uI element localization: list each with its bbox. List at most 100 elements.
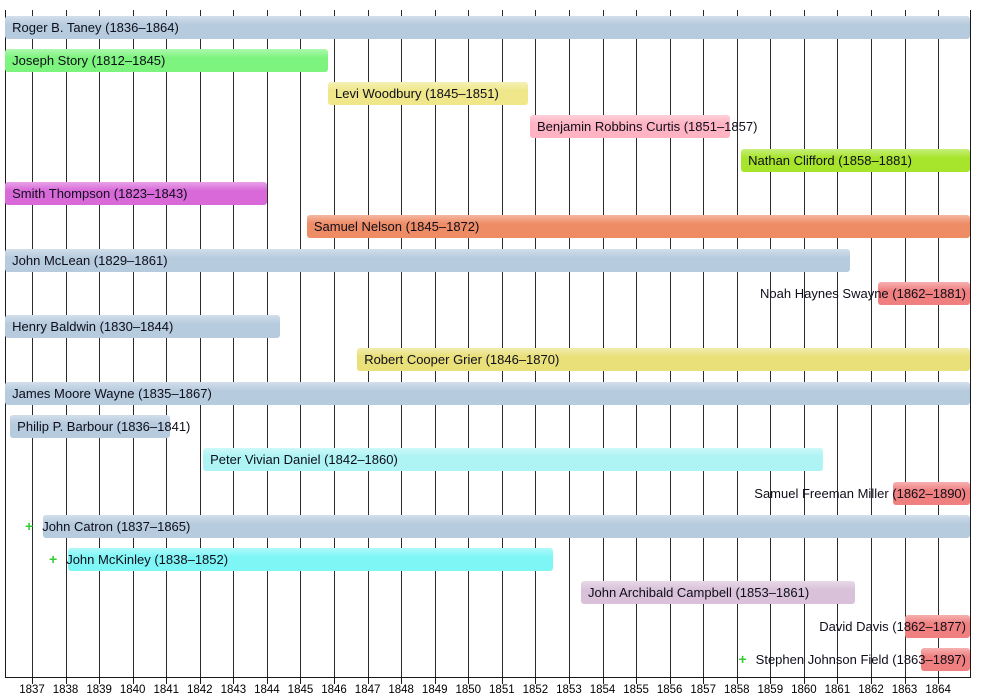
grid-line-1847 bbox=[367, 10, 369, 677]
timeline-bar-benjamin-robbins-curtis bbox=[530, 115, 731, 138]
axis-tick-1853 bbox=[568, 678, 570, 684]
bar-label-samuel-nelson: Samuel Nelson (1845–1872) bbox=[314, 215, 480, 238]
x-axis-line bbox=[5, 677, 971, 678]
timeline-bar-joseph-story bbox=[5, 49, 328, 72]
axis-year-label-1838: 1838 bbox=[52, 684, 79, 696]
justice-label-text: Joseph Story (1812–1845) bbox=[12, 53, 166, 68]
timeline-bar-peter-vivian-daniel bbox=[203, 448, 823, 471]
axis-tick-1847 bbox=[367, 678, 369, 684]
grid-line-1848 bbox=[401, 10, 403, 677]
justice-label-text: John McKinley (1838–1852) bbox=[66, 552, 229, 567]
grid-line-1853 bbox=[568, 10, 570, 677]
justice-label-text: David Davis (1862–1877) bbox=[819, 619, 966, 634]
justice-label-text: Stephen Johnson Field (1863–1897) bbox=[755, 652, 966, 667]
timeline-bar-noah-haynes-swayne bbox=[877, 282, 970, 305]
justice-label-text: John Archibald Campbell (1853–1861) bbox=[588, 585, 810, 600]
grid-line-1863 bbox=[904, 10, 906, 677]
bar-label-john-catron: + John Catron (1837–1865) bbox=[25, 515, 190, 538]
timeline-bar-samuel-nelson bbox=[306, 215, 970, 238]
bar-label-joseph-story: Joseph Story (1812–1845) bbox=[12, 49, 165, 72]
justice-label-text: Nathan Clifford (1858–1881) bbox=[748, 153, 912, 168]
axis-year-label-1837: 1837 bbox=[19, 684, 45, 696]
justice-label-text: Philip P. Barbour (1836–1841) bbox=[17, 419, 191, 434]
grid-line-1840 bbox=[132, 10, 134, 677]
axis-tick-1855 bbox=[636, 678, 638, 684]
bar-label-david-davis: David Davis (1862–1877) bbox=[819, 615, 966, 638]
grid-line-1855 bbox=[636, 10, 638, 677]
timeline-bar-henry-baldwin bbox=[5, 315, 280, 338]
justice-label-text: Smith Thompson (1823–1843) bbox=[12, 186, 188, 201]
grid-line-1864 bbox=[938, 10, 940, 677]
grid-line-1856 bbox=[669, 10, 671, 677]
timeline-bar-john-mckinley bbox=[67, 548, 554, 571]
axis-year-label-1860: 1860 bbox=[791, 684, 817, 696]
axis-tick-1844 bbox=[266, 678, 268, 684]
axis-year-label-1840: 1840 bbox=[119, 684, 146, 696]
timeline-bar-robert-cooper-grier bbox=[357, 348, 970, 371]
justice-label-text: Benjamin Robbins Curtis (1851–1857) bbox=[537, 119, 758, 134]
justice-label-text: Samuel Nelson (1845–1872) bbox=[313, 219, 480, 234]
plot-left-border bbox=[5, 10, 6, 677]
justice-label-text: Robert Cooper Grier (1846–1870) bbox=[364, 352, 560, 367]
plus-marker: + bbox=[49, 551, 58, 567]
axis-year-label-1845: 1845 bbox=[287, 684, 314, 696]
grid-line-1854 bbox=[602, 10, 604, 677]
axis-tick-1859 bbox=[770, 678, 772, 684]
grid-line-1851 bbox=[501, 10, 503, 677]
axis-tick-1850 bbox=[468, 678, 470, 684]
justice-label-text: Samuel Freeman Miller (1862–1890) bbox=[754, 486, 966, 501]
timeline-bar-james-moore-wayne bbox=[5, 382, 970, 405]
axis-tick-1860 bbox=[803, 678, 805, 684]
bar-label-john-mclean: John McLean (1829–1861) bbox=[12, 249, 167, 272]
grid-line-1852 bbox=[535, 10, 537, 677]
plot-right-border bbox=[970, 10, 971, 677]
grid-line-1846 bbox=[334, 10, 336, 677]
axis-year-label-1841: 1841 bbox=[153, 684, 180, 696]
grid-line-1858 bbox=[736, 10, 738, 677]
axis-year-label-1862: 1862 bbox=[858, 684, 884, 696]
grid-line-1862 bbox=[871, 10, 872, 677]
axis-tick-1840 bbox=[132, 678, 134, 684]
axis-year-label-1853: 1853 bbox=[556, 684, 582, 696]
timeline-bar-john-archibald-campbell bbox=[581, 581, 855, 604]
bar-label-smith-thompson: Smith Thompson (1823–1843) bbox=[12, 182, 187, 205]
timeline-bar-nathan-clifford bbox=[741, 149, 970, 172]
axis-tick-1857 bbox=[703, 678, 705, 684]
grid-line-1849 bbox=[434, 10, 436, 677]
axis-year-label-1855: 1855 bbox=[623, 684, 649, 696]
timeline-bar-levi-woodbury bbox=[327, 82, 528, 105]
grid-line-1860 bbox=[803, 10, 805, 677]
axis-year-label-1854: 1854 bbox=[589, 684, 616, 696]
justice-label-text: James Moore Wayne (1835–1867) bbox=[12, 386, 212, 401]
axis-year-label-1861: 1861 bbox=[824, 684, 851, 696]
justice-label-text: John Catron (1837–1865) bbox=[42, 519, 191, 534]
bar-label-james-moore-wayne: James Moore Wayne (1835–1867) bbox=[12, 382, 212, 405]
bar-label-levi-woodbury: Levi Woodbury (1845–1851) bbox=[335, 82, 499, 105]
axis-year-label-1848: 1848 bbox=[388, 684, 414, 696]
bar-label-benjamin-robbins-curtis: Benjamin Robbins Curtis (1851–1857) bbox=[537, 115, 757, 138]
axis-tick-1864 bbox=[938, 678, 940, 684]
grid-line-1838 bbox=[65, 10, 67, 677]
axis-tick-1862 bbox=[871, 678, 872, 684]
axis-tick-1858 bbox=[736, 678, 738, 684]
justice-label-text: Henry Baldwin (1830–1844) bbox=[12, 319, 174, 334]
axis-tick-1856 bbox=[669, 678, 671, 684]
axis-year-label-1842: 1842 bbox=[187, 684, 213, 696]
timeline-bar-smith-thompson bbox=[5, 182, 267, 205]
axis-year-label-1852: 1852 bbox=[522, 684, 549, 696]
grid-line-1861 bbox=[837, 10, 839, 677]
axis-year-label-1846: 1846 bbox=[321, 684, 347, 696]
timeline-bar-john-catron bbox=[43, 515, 970, 538]
plus-marker: + bbox=[25, 518, 34, 534]
grid-line-1857 bbox=[703, 10, 705, 677]
axis-year-label-1863: 1863 bbox=[891, 684, 918, 696]
axis-year-label-1851: 1851 bbox=[489, 684, 515, 696]
bar-label-henry-baldwin: Henry Baldwin (1830–1844) bbox=[12, 315, 173, 338]
axis-tick-1846 bbox=[334, 678, 336, 684]
bar-label-john-mckinley: + John McKinley (1838–1852) bbox=[49, 548, 228, 571]
grid-line-1843 bbox=[233, 10, 235, 677]
timeline-bar-samuel-freeman-miller bbox=[893, 482, 970, 505]
axis-year-label-1864: 1864 bbox=[925, 684, 951, 696]
axis-tick-1861 bbox=[837, 678, 839, 684]
